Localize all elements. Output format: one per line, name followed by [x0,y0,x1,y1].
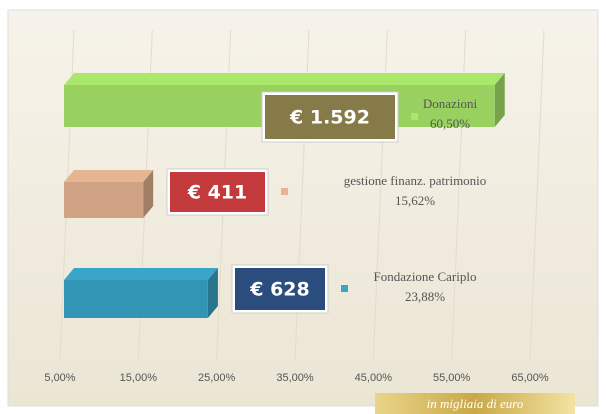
x-tick-label: 45,00% [355,372,393,384]
amount-label: € 628 [249,279,310,301]
x-tick-label: 55,00% [433,372,471,384]
bar [64,182,144,218]
x-tick-label: 65,00% [511,372,549,384]
amount-label: € 411 [187,182,248,204]
grid-line [529,29,545,361]
amount-label: € 1.592 [289,107,370,129]
x-tick-label: 25,00% [198,372,236,384]
value-label: 60,50% [430,116,470,131]
x-tick-label: 35,00% [276,372,314,384]
annotation-box [375,393,575,414]
category-label: Fondazione Cariplo [374,269,477,284]
bar-side [494,73,505,127]
bar-top [64,73,505,85]
bar [64,280,208,318]
annotation: in migliaia di euro [427,396,524,411]
value-label: 23,88% [405,289,445,304]
x-tick-label: 5,00% [44,372,75,384]
legend-swatch [281,188,288,195]
amount-box-fill [170,172,265,212]
bar-top [64,268,218,280]
x-tick-label: 15,00% [120,372,158,384]
category-label: gestione finanz. patrimonio [344,173,487,188]
amount-box-fill [265,95,395,139]
bar-side [143,170,154,218]
bar-side [207,268,218,318]
category-label: Donazioni [423,96,478,111]
bar-top [64,170,154,182]
value-label: 15,62% [395,193,435,208]
legend-swatch [341,285,348,292]
amount-box-fill [235,268,325,310]
legend-swatch [411,113,418,120]
